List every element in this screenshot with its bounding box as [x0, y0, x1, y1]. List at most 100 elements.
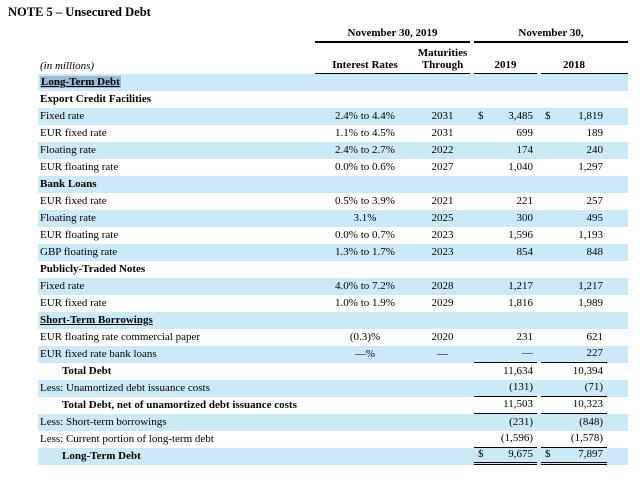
dollar-sign-2018: $ — [545, 110, 551, 122]
cell-maturity: 2023 — [431, 229, 454, 241]
value-2019: 221 — [516, 195, 534, 207]
cell-maturity: 2023 — [431, 246, 454, 258]
table-row: Long-Term Debt $9,675 $7,897 — [38, 448, 628, 465]
cell-2019: 11,634 — [474, 363, 537, 380]
row-label-text: Less: Unamortized debt issuance costs — [40, 382, 210, 394]
row-label-text: Short-Term Borrowings — [40, 314, 153, 326]
cell-2018: $7,897 — [541, 448, 607, 465]
cell-interest-rates: 1.1% to 4.5% — [335, 127, 395, 139]
group-header-november-30: November 30, — [474, 26, 628, 43]
table-row: Export Credit Facilities — [38, 91, 628, 108]
cell-2018 — [541, 261, 607, 278]
cell-right-pad — [607, 74, 628, 91]
row-label-text: EUR floating rate commercial paper — [40, 331, 201, 343]
cell-interest-rates — [315, 91, 415, 108]
cell-2018: 1,193 — [541, 227, 607, 244]
value-2018: 1,193 — [578, 229, 603, 241]
cell-maturity — [415, 74, 470, 91]
cell-right-pad — [607, 448, 628, 465]
cell-right-pad — [607, 261, 628, 278]
value-2018: 7,897 — [578, 448, 603, 460]
row-label-text: Less: Short-term borrowings — [40, 416, 167, 428]
dollar-sign-2019: $ — [478, 110, 484, 122]
value-2019: 699 — [516, 127, 534, 139]
row-label-text: Long-Term Debt — [62, 450, 141, 462]
cell-interest-rates: 0.0% to 0.7% — [335, 229, 395, 241]
value-2018: (1,578) — [570, 432, 603, 444]
cell-maturity: 2020 — [431, 331, 454, 343]
table-row: Fixed rate 4.0% to 7.2% 2028 1,217 1,217 — [38, 278, 628, 295]
cell-maturity: 2027 — [431, 161, 454, 173]
row-label-text: GBP floating rate — [40, 246, 118, 258]
value-2019: (131) — [509, 381, 533, 393]
value-2018: 1,989 — [578, 297, 603, 309]
value-2018: 10,323 — [572, 398, 603, 410]
cell-2018: 848 — [541, 244, 607, 261]
row-label-text: EUR floating rate — [40, 161, 119, 173]
table-row: Less: Current portion of long-term debt … — [38, 431, 628, 448]
value-2019: (231) — [509, 416, 533, 428]
cell-maturity — [415, 91, 470, 108]
cell-2018: (1,578) — [541, 431, 607, 448]
table-row: Total Debt, net of unamortized debt issu… — [38, 397, 628, 414]
value-2018: (848) — [579, 416, 603, 428]
cell-2019: (231) — [474, 414, 537, 431]
cell-2019: 1,596 — [474, 227, 537, 244]
cell-maturity — [415, 176, 470, 193]
cell-interest-rates: —% — [354, 348, 376, 360]
cell-maturity: 2028 — [431, 280, 454, 292]
cell-2019: — — [474, 346, 537, 363]
cell-right-pad — [607, 108, 628, 125]
cell-interest-rates: 0.5% to 3.9% — [335, 195, 395, 207]
cell-2018: 10,394 — [541, 363, 607, 380]
row-label-text: EUR fixed rate — [40, 297, 107, 309]
cell-right-pad — [607, 431, 628, 448]
cell-2019 — [474, 74, 537, 91]
table-row: Floating rate 3.1% 2025 300 495 — [38, 210, 628, 227]
cell-2018: 1,297 — [541, 159, 607, 176]
group-header-row: November 30, 2019 November 30, — [38, 26, 628, 43]
row-label: Total Debt — [38, 363, 315, 380]
row-label-text: Fixed rate — [40, 280, 85, 292]
cell-2019: 11,503 — [474, 397, 537, 414]
cell-2018: 1,989 — [541, 295, 607, 312]
cell-maturity — [415, 380, 470, 397]
cell-interest-rates — [315, 74, 415, 91]
cell-2019: 1,217 — [474, 278, 537, 295]
cell-interest-rates — [315, 448, 415, 465]
cell-2018: $1,819 — [541, 108, 607, 125]
table-row: EUR floating rate 0.0% to 0.7% 2023 1,59… — [38, 227, 628, 244]
cell-2019 — [474, 312, 537, 329]
column-header-2019: 2019 — [474, 43, 537, 74]
table-row: EUR floating rate commercial paper (0.3)… — [38, 329, 628, 346]
row-label: Bank Loans — [38, 176, 315, 193]
cell-interest-rates: 1.0% to 1.9% — [335, 297, 395, 309]
cell-right-pad — [607, 329, 628, 346]
table-body: Long-Term Debt Export Credit Facilities … — [38, 74, 628, 465]
cell-2019: $3,485 — [474, 108, 537, 125]
cell-right-pad — [607, 363, 628, 380]
row-label: Long-Term Debt — [38, 74, 315, 91]
row-label: Fixed rate — [38, 278, 315, 295]
row-label: Less: Short-term borrowings — [38, 414, 315, 431]
cell-right-pad — [607, 278, 628, 295]
row-label: EUR fixed rate bank loans — [38, 346, 315, 363]
row-label-text: Floating rate — [40, 212, 96, 224]
table-row: EUR fixed rate 1.1% to 4.5% 2031 699 189 — [38, 125, 628, 142]
cell-2019: 1,816 — [474, 295, 537, 312]
row-label-text: EUR fixed rate — [40, 195, 107, 207]
cell-right-pad — [607, 125, 628, 142]
cell-2019 — [474, 176, 537, 193]
value-2019: 1,596 — [508, 229, 533, 241]
row-label-text: EUR floating rate — [40, 229, 119, 241]
cell-maturity: 2022 — [431, 144, 454, 156]
cell-maturity — [415, 448, 470, 465]
value-2018: 10,394 — [572, 365, 603, 377]
value-2019: 3,485 — [508, 110, 533, 122]
cell-maturity: 2021 — [431, 195, 454, 207]
row-label-text: Publicly-Traded Notes — [40, 263, 146, 275]
value-2019: 231 — [516, 331, 534, 343]
value-2018: (71) — [584, 381, 603, 393]
row-label-text: Export Credit Facilities — [40, 93, 151, 105]
